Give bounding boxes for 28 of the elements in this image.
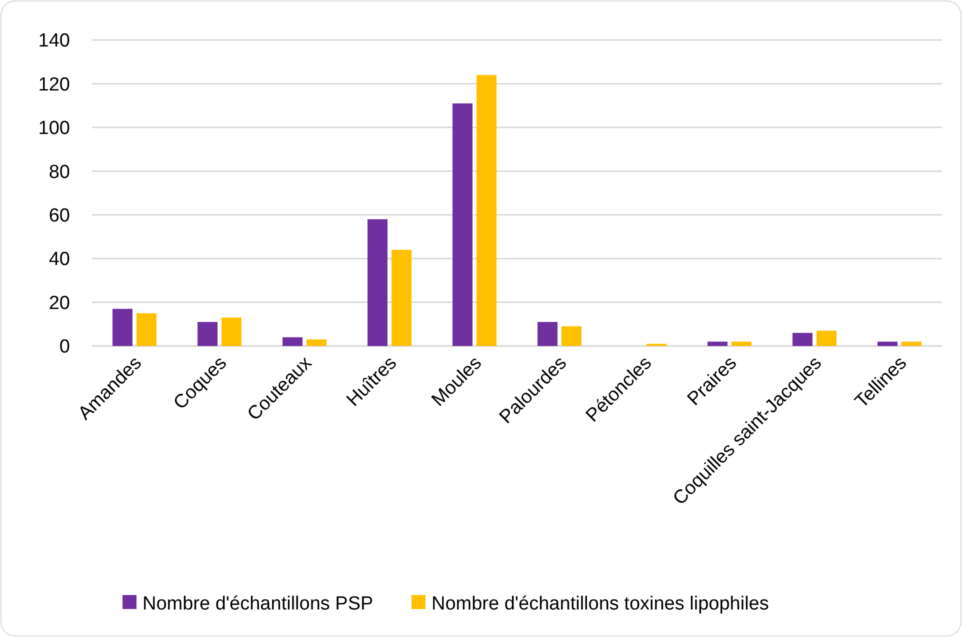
y-tick-label: 140 bbox=[38, 30, 70, 52]
bar bbox=[222, 318, 242, 346]
y-tick-label: 100 bbox=[38, 118, 70, 140]
y-tick-label: 60 bbox=[48, 206, 70, 227]
bar bbox=[306, 339, 326, 346]
y-tick-label: 0 bbox=[59, 336, 70, 358]
bar bbox=[452, 103, 472, 346]
bar bbox=[112, 308, 132, 346]
bar bbox=[538, 322, 558, 346]
y-tick-label: 20 bbox=[48, 292, 70, 314]
bar bbox=[792, 332, 812, 346]
legend-label: Nombre d'échantillons toxines lipophiles bbox=[432, 594, 769, 615]
bar bbox=[282, 337, 302, 346]
bar bbox=[902, 342, 922, 346]
bar bbox=[136, 313, 156, 346]
bar bbox=[368, 219, 388, 346]
y-tick-label: 80 bbox=[48, 162, 70, 183]
bar bbox=[392, 250, 412, 346]
bar bbox=[562, 326, 582, 346]
bar bbox=[198, 322, 218, 346]
bar bbox=[708, 342, 728, 346]
bar bbox=[816, 330, 836, 346]
bar bbox=[476, 74, 496, 346]
y-tick-label: 40 bbox=[48, 249, 70, 270]
bar bbox=[732, 342, 752, 346]
bar bbox=[878, 342, 898, 346]
y-tick-label: 120 bbox=[38, 74, 70, 96]
legend-label: Nombre d'échantillons PSP bbox=[142, 594, 374, 615]
